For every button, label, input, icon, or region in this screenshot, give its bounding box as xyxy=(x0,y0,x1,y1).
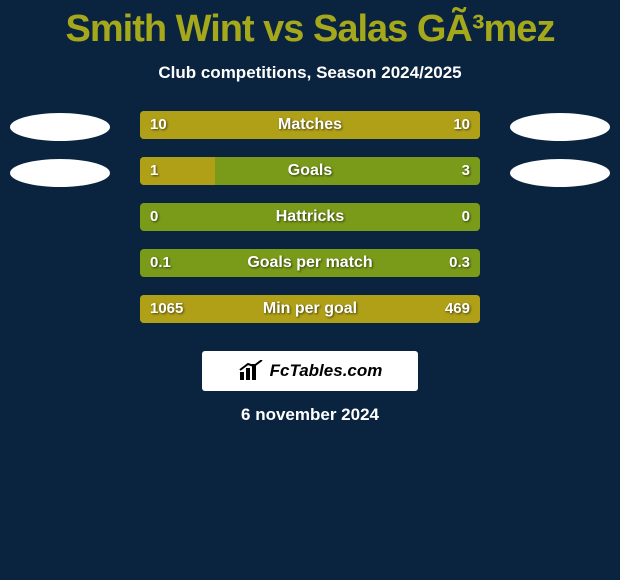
bar-chart-icon xyxy=(238,360,264,382)
avatar-left xyxy=(10,113,110,141)
stat-label: Matches xyxy=(140,111,480,139)
avatar-left xyxy=(10,159,110,187)
date-label: 6 november 2024 xyxy=(0,405,620,425)
avatar-right xyxy=(510,113,610,141)
page-title: Smith Wint vs Salas GÃ³mez xyxy=(0,0,620,51)
logo-text: FcTables.com xyxy=(270,361,383,381)
stat-label: Goals xyxy=(140,157,480,185)
logo-box[interactable]: FcTables.com xyxy=(202,351,418,391)
avatar-right xyxy=(510,159,610,187)
stat-row: 13Goals xyxy=(0,157,620,203)
subtitle: Club competitions, Season 2024/2025 xyxy=(0,63,620,83)
stat-label: Min per goal xyxy=(140,295,480,323)
stat-row: 00Hattricks xyxy=(0,203,620,249)
stat-row: 1065469Min per goal xyxy=(0,295,620,341)
stats-chart: 1010Matches13Goals00Hattricks0.10.3Goals… xyxy=(0,111,620,341)
stat-row: 0.10.3Goals per match xyxy=(0,249,620,295)
stat-row: 1010Matches xyxy=(0,111,620,157)
stat-label: Goals per match xyxy=(140,249,480,277)
stat-label: Hattricks xyxy=(140,203,480,231)
